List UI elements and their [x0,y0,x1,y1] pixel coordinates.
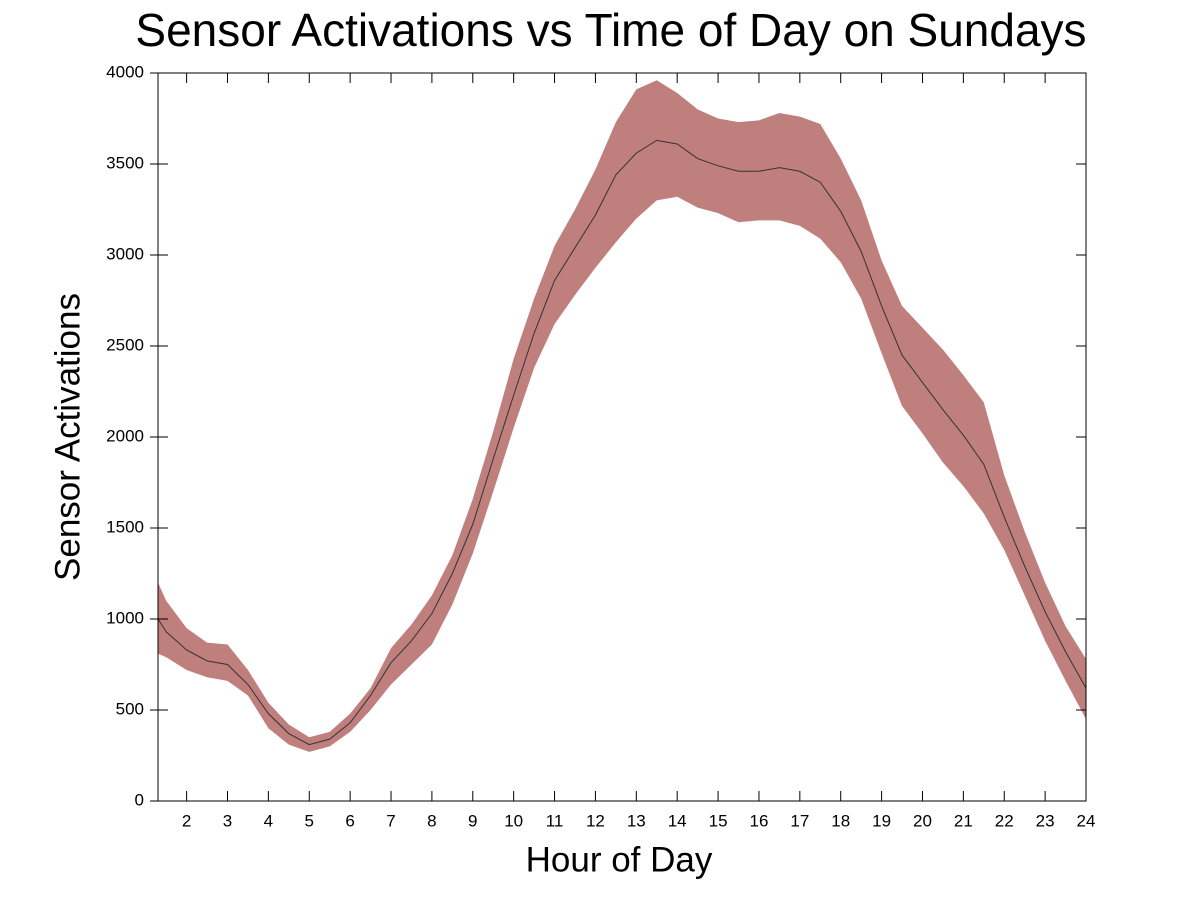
y-axis-label: Sensor Activations [48,293,87,581]
y-tick-label: 4000 [106,62,144,81]
x-tick-label: 12 [586,811,605,830]
x-tick-label: 23 [1036,811,1055,830]
x-tick-label: 18 [831,811,850,830]
x-axis-label: Hour of Day [526,840,713,879]
x-tick-label: 10 [504,811,523,830]
x-tick-label: 5 [305,811,314,830]
x-tick-label: 2 [182,811,191,830]
x-tick-label: 19 [872,811,891,830]
y-tick-label: 500 [116,699,144,718]
x-tick-label: 7 [386,811,395,830]
x-tick-label: 14 [668,811,687,830]
y-tick-label: 1500 [106,517,144,536]
x-tick-label: 17 [790,811,809,830]
y-tick-label: 2500 [106,335,144,354]
mean-line [157,139,1087,746]
x-tick-label: 4 [264,811,273,830]
x-tick-label: 8 [427,811,436,830]
x-tick-label: 3 [223,811,232,830]
x-tick-label: 20 [913,811,932,830]
x-tick-label: 15 [709,811,728,830]
y-tick-label: 1000 [106,608,144,627]
x-tick-label: 9 [468,811,477,830]
x-tick-label: 24 [1077,811,1096,830]
x-tick-label: 21 [954,811,973,830]
x-tick-label: 22 [995,811,1014,830]
y-tick-label: 3000 [106,244,144,263]
y-tick-label: 0 [135,790,144,809]
chart-title: Sensor Activations vs Time of Day on Sun… [135,4,1086,56]
x-tick-label: 11 [546,811,564,830]
x-tick-label: 13 [627,811,646,830]
confidence-band [158,80,1086,752]
y-tick-label: 2000 [106,426,144,445]
y-tick-label: 3500 [106,153,144,172]
x-tick-label: 16 [749,811,768,830]
x-tick-label: 6 [345,811,354,830]
